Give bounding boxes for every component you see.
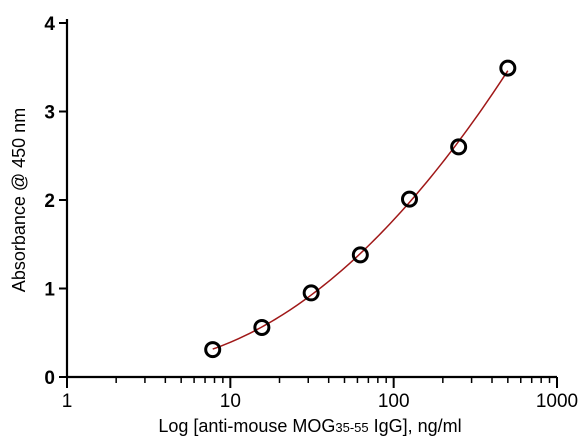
y-tick-label: 2 xyxy=(44,191,55,212)
y-axis-label: Absorbance @ 450 nm xyxy=(9,108,29,292)
x-axis-label-subscript: 35-55 xyxy=(335,420,368,435)
data-point xyxy=(400,190,418,208)
fit-curve xyxy=(212,70,509,350)
data-point xyxy=(351,246,369,264)
y-tick-label: 3 xyxy=(44,103,55,124)
x-tick-label: 10 xyxy=(220,391,241,412)
x-tick-label: 100 xyxy=(378,391,410,412)
data-points xyxy=(204,59,517,359)
y-ticks: 0 1 2 3 4 xyxy=(44,14,67,389)
x-tick-label: 1000 xyxy=(536,391,578,412)
data-point xyxy=(302,284,320,302)
data-point xyxy=(253,318,271,336)
x-tick-label: 1 xyxy=(62,391,73,412)
y-tick-label: 4 xyxy=(44,14,55,35)
data-point xyxy=(499,59,517,77)
x-axis-label: Log [anti-mouse MOG35-55 IgG], ng/ml xyxy=(158,416,461,436)
data-point xyxy=(450,138,468,156)
data-point xyxy=(204,341,222,359)
y-tick-label: 1 xyxy=(44,280,55,301)
x-axis-label-suffix: IgG], ng/ml xyxy=(369,416,462,436)
y-tick-label: 0 xyxy=(44,368,55,389)
x-axis-label-prefix: Log [anti-mouse MOG xyxy=(158,416,335,436)
axes xyxy=(65,19,557,379)
x-ticks: 1 10 100 1000 xyxy=(62,377,578,412)
